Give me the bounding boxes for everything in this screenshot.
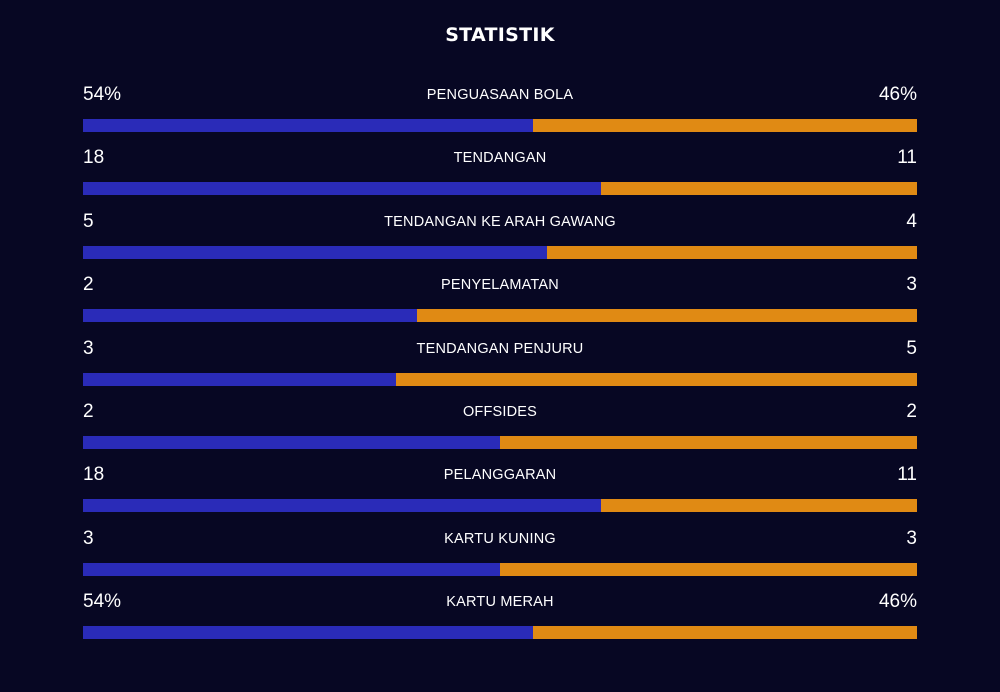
home-bar-segment bbox=[83, 626, 534, 640]
stat-label: TENDANGAN PENJURU bbox=[416, 340, 584, 357]
stat-row-fouls: 18 PELANGGARAN 11 bbox=[83, 461, 917, 524]
away-value: 2 bbox=[906, 400, 917, 422]
away-value: 11 bbox=[897, 464, 917, 486]
away-bar-segment bbox=[500, 435, 917, 449]
comparison-bar bbox=[83, 309, 917, 323]
comparison-bar bbox=[83, 372, 917, 386]
home-bar-segment bbox=[83, 372, 396, 386]
stat-label: PENGUASAAN BOLA bbox=[426, 87, 574, 103]
stat-label: TENDANGAN bbox=[453, 150, 547, 167]
stat-label: OFFSIDES bbox=[462, 403, 538, 420]
comparison-bar bbox=[83, 119, 917, 132]
away-value: 3 bbox=[906, 274, 917, 296]
home-bar-segment bbox=[83, 562, 500, 576]
stat-label: KARTU MERAH bbox=[446, 594, 554, 611]
stat-row-yellow-cards: 3 KARTU KUNING 3 bbox=[83, 525, 917, 588]
home-bar-segment bbox=[83, 499, 601, 513]
comparison-bar bbox=[83, 245, 917, 259]
away-bar-segment bbox=[546, 245, 917, 259]
stat-row-shots: 18 TENDANGAN 11 bbox=[83, 144, 917, 207]
stat-row-red-cards: 54% KARTU MERAH 46% bbox=[83, 588, 917, 651]
home-value: 18 bbox=[83, 147, 105, 169]
home-value: 3 bbox=[83, 337, 94, 359]
stat-row-offsides: 2 OFFSIDES 2 bbox=[83, 398, 917, 461]
stat-label: TENDANGAN KE ARAH GAWANG bbox=[384, 213, 616, 230]
comparison-bar bbox=[83, 435, 917, 449]
home-value: 18 bbox=[83, 464, 105, 486]
away-value: 5 bbox=[906, 337, 917, 359]
home-value: 2 bbox=[83, 274, 94, 296]
home-value: 5 bbox=[83, 210, 94, 232]
stat-row-shots-on-target: 5 TENDANGAN KE ARAH GAWANG 4 bbox=[83, 208, 917, 271]
home-value: 2 bbox=[83, 400, 94, 422]
home-bar-segment bbox=[83, 119, 534, 132]
away-bar-segment bbox=[533, 119, 917, 132]
comparison-bar bbox=[83, 182, 917, 196]
away-bar-segment bbox=[533, 626, 917, 640]
stats-list: 54% PENGUASAAN BOLA 46% 18 TENDANGAN 11 … bbox=[83, 81, 917, 652]
away-bar-segment bbox=[395, 372, 917, 386]
home-bar-segment bbox=[83, 309, 417, 323]
stat-row-possession: 54% PENGUASAAN BOLA 46% bbox=[83, 81, 917, 144]
comparison-bar bbox=[83, 562, 917, 576]
stat-row-corners: 3 TENDANGAN PENJURU 5 bbox=[83, 335, 917, 398]
away-bar-segment bbox=[500, 562, 917, 576]
home-bar-segment bbox=[83, 245, 547, 259]
away-value: 11 bbox=[897, 147, 917, 169]
away-value: 3 bbox=[906, 527, 917, 549]
home-bar-segment bbox=[83, 182, 601, 196]
stat-label: KARTU KUNING bbox=[444, 530, 556, 547]
away-value: 46% bbox=[878, 84, 917, 105]
home-bar-segment bbox=[83, 435, 500, 449]
away-bar-segment bbox=[600, 182, 917, 196]
home-value: 54% bbox=[83, 591, 122, 613]
stat-label: PELANGGARAN bbox=[443, 467, 557, 484]
away-value: 4 bbox=[906, 210, 917, 232]
comparison-bar bbox=[83, 626, 917, 640]
away-value: 46% bbox=[878, 591, 917, 613]
away-bar-segment bbox=[600, 499, 917, 513]
home-value: 54% bbox=[83, 84, 122, 105]
away-bar-segment bbox=[416, 309, 917, 323]
stats-title: STATISTIK bbox=[445, 24, 555, 46]
stat-row-saves: 2 PENYELAMATAN 3 bbox=[83, 271, 917, 334]
comparison-bar bbox=[83, 499, 917, 513]
home-value: 3 bbox=[83, 527, 94, 549]
stat-label: PENYELAMATAN bbox=[441, 277, 559, 294]
